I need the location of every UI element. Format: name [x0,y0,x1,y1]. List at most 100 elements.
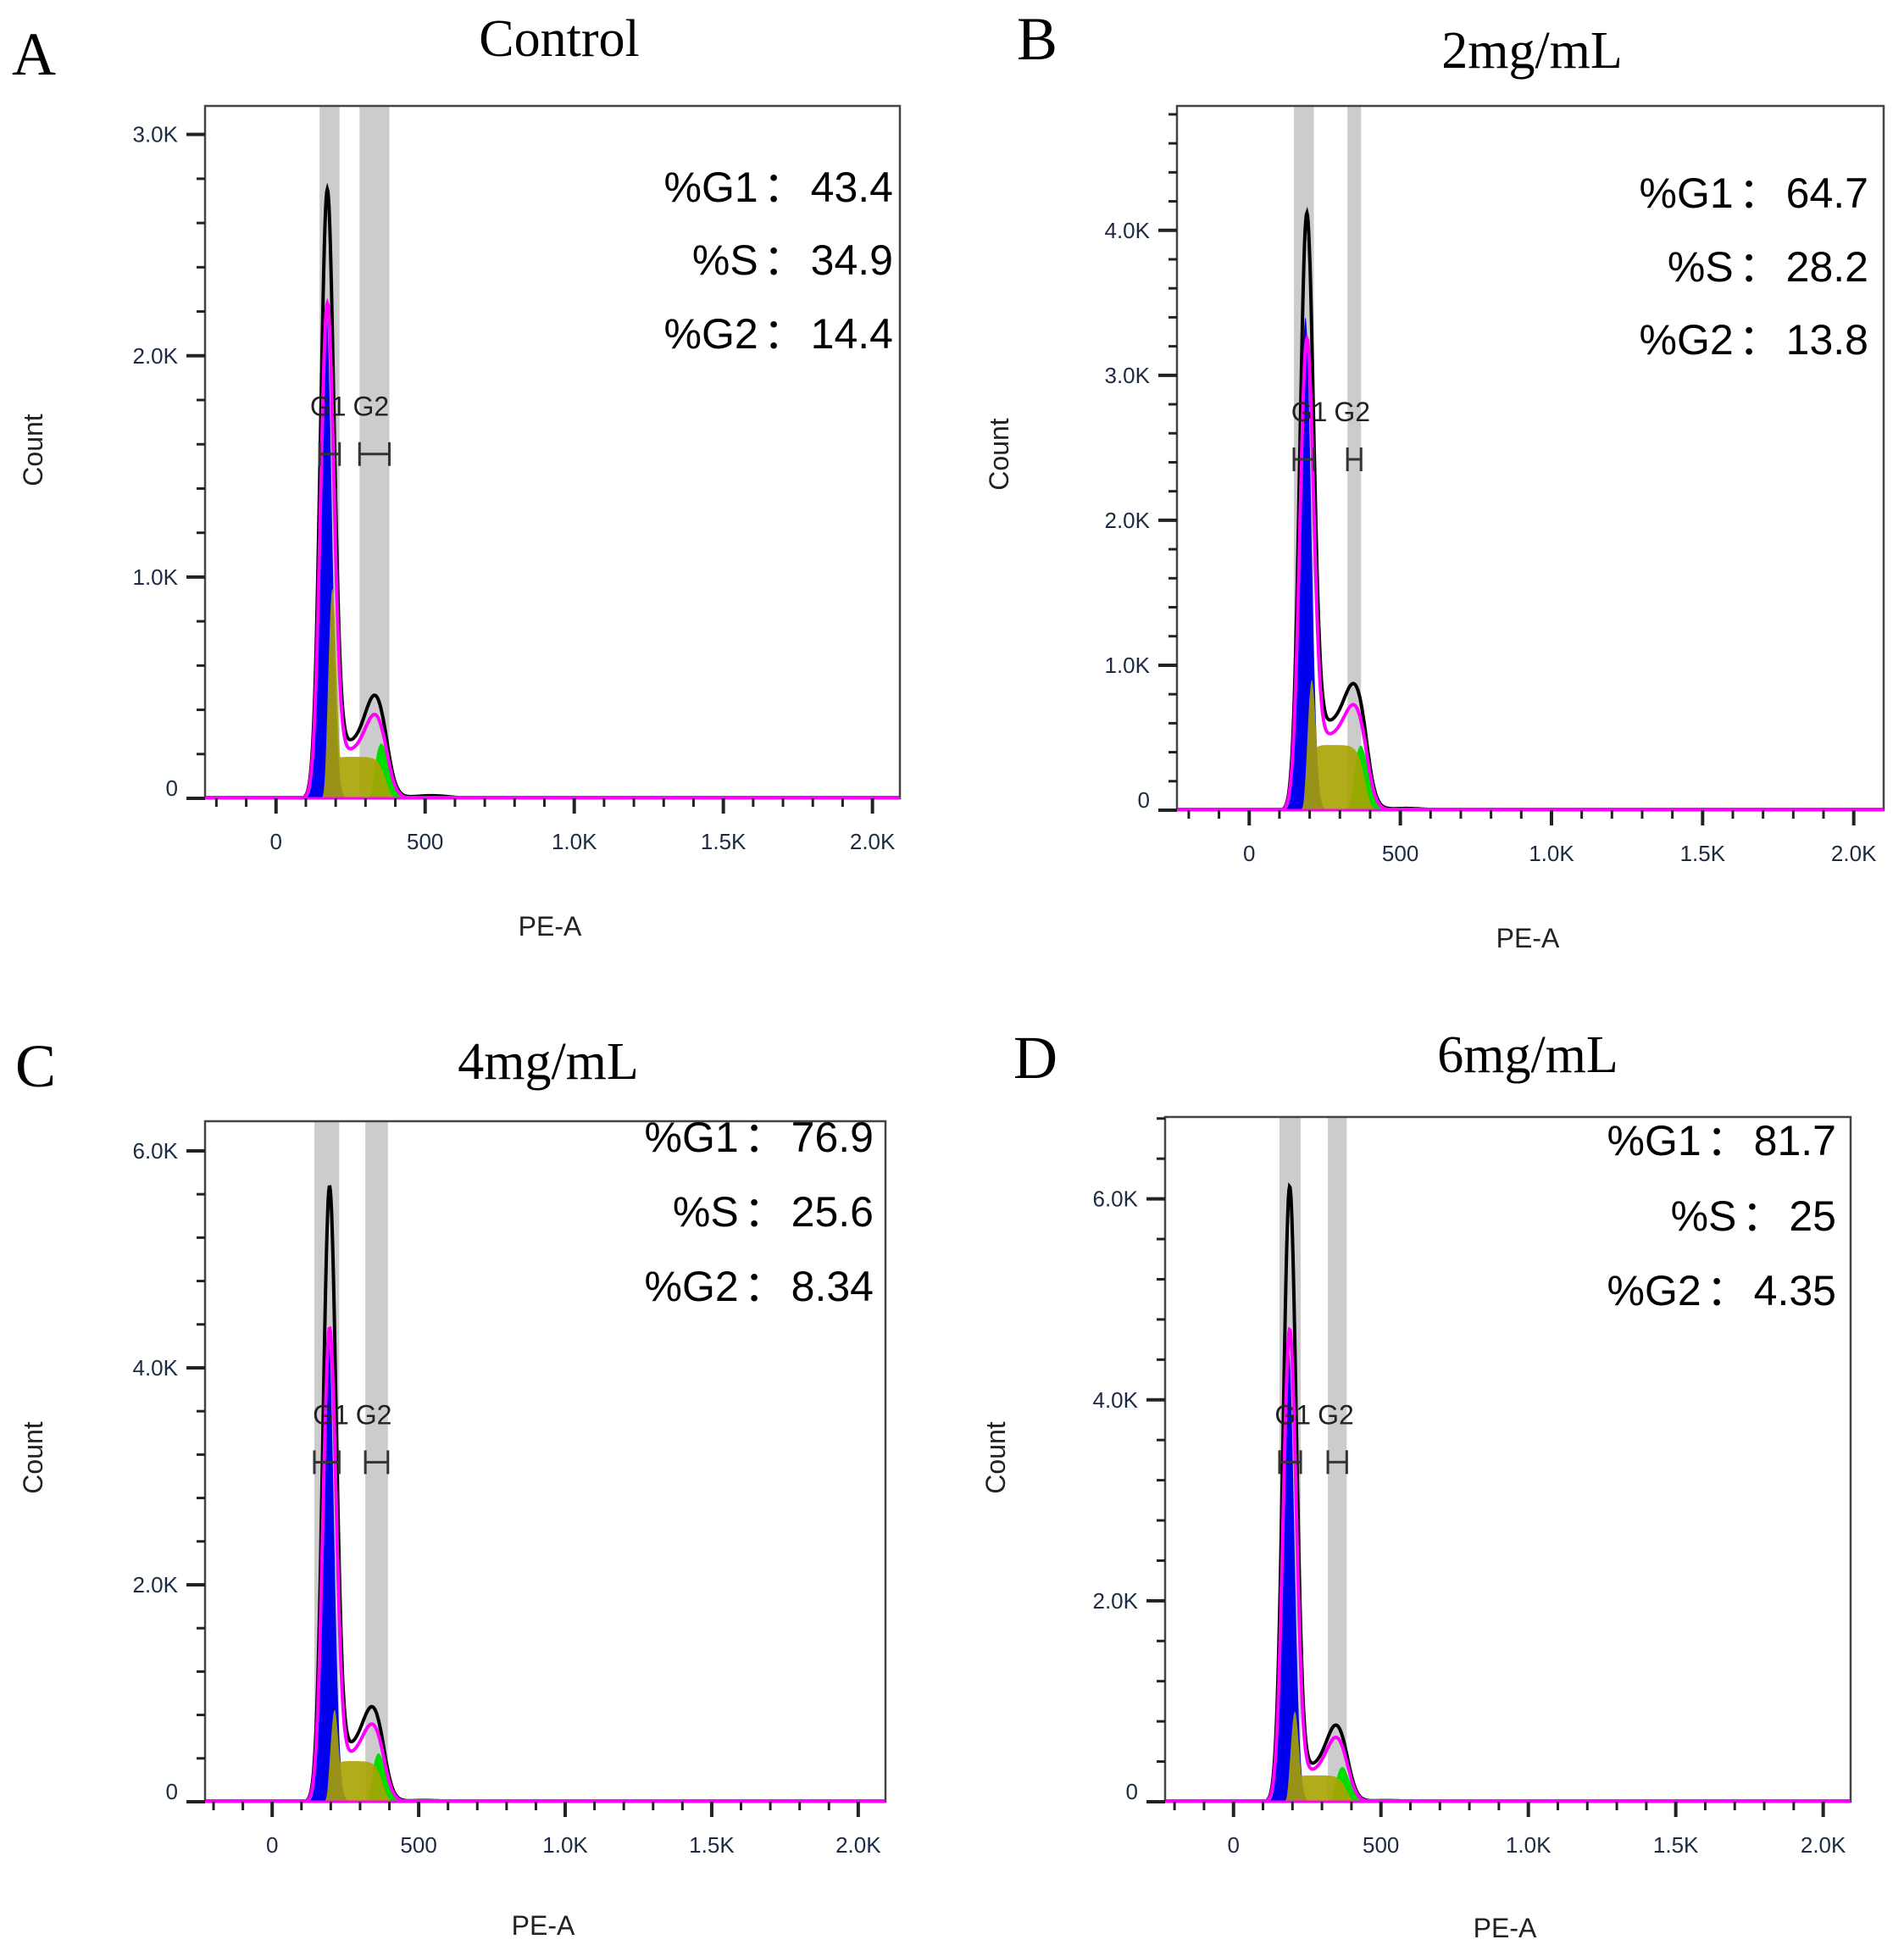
stat-label: %S [1668,243,1734,291]
stat-row: %G1： 76.9 [645,1114,874,1161]
x-tick-label: 1.0K [552,829,597,854]
stat-separator: ： [1707,1117,1749,1164]
panel-a: A Control G1 G2 0 500 1.0K 1.5K 2.0K 0 1.0K 2.0K 3.0… [12,10,902,942]
x-tick-label: 1.0K [542,1832,588,1858]
y-axis-label: Count [984,418,1014,491]
model-fit-line [205,297,900,799]
gate-marker-g1 [318,442,341,466]
x-tick-label: 0 [1243,841,1255,866]
x-tick-label: 500 [1363,1832,1399,1858]
panel-title: 6mg/mL [1437,1026,1618,1084]
model-fit-line [205,1325,885,1803]
stat-label: %G1 [1640,169,1734,217]
x-tick-label: 2.0K [1801,1832,1846,1858]
y-tick-label: 1.0K [1105,653,1151,678]
stat-value: 4.35 [1754,1267,1836,1314]
y-tick-label: 6.0K [133,1138,179,1164]
stat-row: %G1： 64.7 [1640,169,1869,217]
x-tick-label: 0 [266,1832,278,1858]
total-histogram-line [1177,206,1884,811]
gate-marker-g2 [364,1450,390,1475]
stat-row: %G2： 14.4 [664,310,894,358]
stat-value: 64.7 [1786,169,1868,217]
stat-label: %S [673,1188,739,1236]
stat-separator: ： [763,236,806,284]
stat-value: 25 [1789,1192,1836,1240]
stat-row: %S： 25 [1671,1192,1836,1240]
stat-label: %G1 [1607,1117,1701,1164]
stat-value: 34.9 [811,236,893,284]
x-tick-label: 1.5K [689,1832,735,1858]
panel-b: B 2mg/mL G1 G2 0 500 1.0K 1.5K 2.0K 0 1.0K 2.0K 3.0K… [984,5,1885,953]
s-phase-fit-area [205,588,900,798]
x-tick-label: 1.5K [701,829,747,854]
y-tick-label: 1.0K [133,564,179,590]
y-tick-label: 0 [166,1779,178,1804]
stat-label: %G2 [645,1263,739,1310]
x-tick-label: 2.0K [835,1832,881,1858]
x-tick-label: 0 [270,829,282,854]
x-tick-label: 1.5K [1680,841,1726,866]
g1-fit-area [1177,318,1884,810]
stat-row: %S： 25.6 [673,1188,874,1236]
stat-row: %G2： 4.35 [1607,1267,1837,1314]
y-axis-label: Count [18,414,48,486]
gate-label-g1: G1 [1274,1399,1311,1430]
y-tick-label: 4.0K [1105,218,1151,243]
y-tick-label: 4.0K [133,1355,179,1381]
y-tick-label: 6.0K [1093,1186,1139,1212]
panel-letter: B [1017,5,1057,73]
x-tick-label: 2.0K [850,829,896,854]
stat-label: %G2 [1607,1267,1701,1314]
stat-label: %S [1671,1192,1737,1240]
y-tick-label: 0 [1138,787,1150,813]
g1-fit-area [205,1336,885,1802]
y-tick-label: 3.0K [133,122,179,147]
stat-value: 43.4 [811,164,893,211]
gate-marker-g1 [313,1450,341,1475]
stat-separator: ： [1739,169,1781,217]
stat-separator: ： [1707,1267,1749,1314]
gate-label-g2: G2 [356,1399,392,1430]
stat-row: %G2： 8.34 [645,1263,874,1310]
gate-label-g2: G2 [1334,397,1370,427]
stat-label: %G1 [645,1114,739,1161]
x-axis-label: PE-A [1496,923,1560,953]
g1-fit-area [1165,1350,1851,1802]
stat-separator: ： [744,1114,786,1161]
y-tick-label: 4.0K [1093,1387,1139,1413]
gate-label-g1: G1 [310,392,347,422]
stat-value: 76.9 [791,1114,874,1161]
stat-value: 81.7 [1754,1117,1836,1164]
x-axis-label: PE-A [512,1910,575,1941]
y-tick-label: 3.0K [1105,363,1151,388]
stat-row: %G1： 81.7 [1607,1117,1837,1164]
y-tick-label: 0 [166,775,178,801]
panel-c: C 4mg/mL G1 G2 0 500 1.0K 1.5K 2.0K 0 2.0K 4.0K 6.0K… [15,1032,887,1941]
x-tick-label: 1.5K [1653,1832,1699,1858]
stat-value: 14.4 [811,310,893,358]
stat-value: 8.34 [791,1263,874,1310]
gate-marker-g1 [1278,1450,1302,1475]
model-fit-line [1177,333,1884,811]
stat-separator: ： [1741,1192,1784,1240]
stat-row: %G1： 43.4 [664,164,894,211]
panel-title: 4mg/mL [458,1033,639,1091]
panel-title: Control [479,10,639,68]
gate-band-g2 [1328,1117,1347,1802]
stat-value: 28.2 [1786,243,1868,291]
stat-separator: ： [763,164,806,211]
x-axis-label: PE-A [519,911,582,942]
gate-label-g1: G1 [313,1399,349,1430]
panel-letter: D [1013,1024,1057,1092]
stat-row: %S： 28.2 [1668,243,1868,291]
s-phase-fit-area [1177,680,1884,810]
x-tick-label: 500 [400,1832,436,1858]
stat-label: %S [692,236,758,284]
stat-label: %G2 [664,310,758,358]
stat-row: %G2： 13.8 [1640,316,1869,364]
model-fit-line [1165,1326,1851,1803]
x-tick-label: 2.0K [1831,841,1877,866]
x-tick-label: 0 [1227,1832,1239,1858]
